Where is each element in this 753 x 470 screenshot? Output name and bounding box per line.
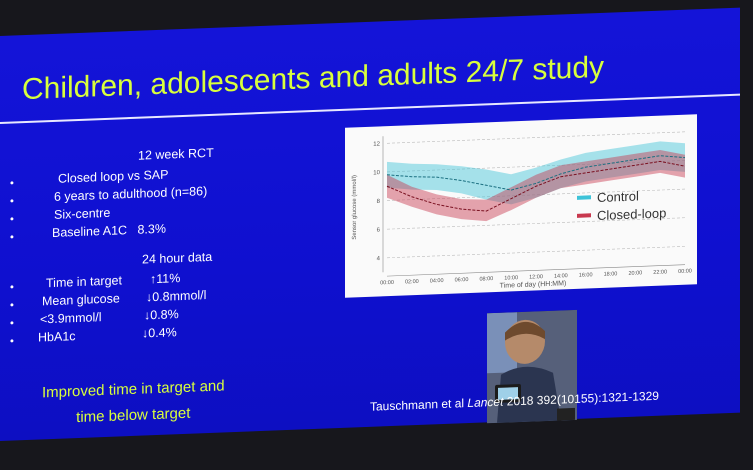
citation-authors: Tauschmann et al xyxy=(370,396,465,414)
row-value: ↓0.8% xyxy=(144,307,179,323)
series-line xyxy=(386,155,686,191)
bullet: • xyxy=(10,231,14,244)
legend-swatch xyxy=(577,195,591,200)
chart: Sensor glucose (mmol/l) Time of day (HH:… xyxy=(352,131,692,290)
bullet-text: Baseline A1C 8.3% xyxy=(52,221,166,241)
bullet-text: 6 years to adulthood (n=86) xyxy=(54,184,208,204)
bullet: • xyxy=(10,281,14,294)
x-tick-label: 04:00 xyxy=(430,278,444,285)
photo xyxy=(487,309,577,424)
section-heading: 24 hour data xyxy=(142,249,213,267)
band xyxy=(387,149,685,222)
bullet: • xyxy=(10,299,14,312)
grid-line xyxy=(387,131,685,144)
bullet: • xyxy=(10,213,14,226)
row-label: Mean glucose xyxy=(42,291,120,309)
bullet: • xyxy=(10,195,14,208)
x-axis-label: Time of day (HH:MM) xyxy=(500,280,567,290)
x-axis xyxy=(387,264,685,277)
y-tick-label: 6 xyxy=(377,227,381,233)
x-tick-label: 00:00 xyxy=(678,268,692,275)
x-tick-label: 02:00 xyxy=(405,279,419,286)
y-tick-label: 12 xyxy=(373,142,380,148)
bullet: • xyxy=(10,177,14,190)
series-line xyxy=(386,160,686,212)
y-tick-label: 10 xyxy=(373,170,380,176)
row-label: Time in target xyxy=(46,273,122,291)
legend-swatch xyxy=(577,213,591,218)
x-tick-label: 22:00 xyxy=(653,269,667,276)
x-tick-label: 00:00 xyxy=(380,280,394,287)
row-label: <3.9mmol/l xyxy=(40,310,102,327)
legend-label: Control xyxy=(597,188,639,205)
x-tick-label: 14:00 xyxy=(554,273,568,280)
legend-label: Closed-loop xyxy=(597,205,666,223)
slide: Children, adolescents and adults 24/7 st… xyxy=(0,7,740,441)
x-tick-label: 12:00 xyxy=(529,274,543,281)
row-value: ↓0.8mmol/l xyxy=(146,288,207,305)
bullet: • xyxy=(10,317,14,330)
x-tick-label: 10:00 xyxy=(504,275,518,282)
x-tick-label: 06:00 xyxy=(455,277,469,284)
slide-title: Children, adolescents and adults 24/7 st… xyxy=(22,50,605,107)
y-tick-label: 8 xyxy=(377,199,381,205)
conclusion: Improved time in target and time below t… xyxy=(42,373,225,432)
bullet-text: Closed loop vs SAP xyxy=(58,167,169,186)
bullet-text: Six-centre xyxy=(54,205,111,222)
grid-line xyxy=(387,246,685,259)
x-tick-label: 18:00 xyxy=(604,271,618,278)
bullet: • xyxy=(10,335,14,348)
x-tick-label: 08:00 xyxy=(479,276,493,283)
x-tick-label: 16:00 xyxy=(579,272,593,279)
y-axis-label: Sensor glucose (mmol/l) xyxy=(352,175,358,240)
section-heading: 12 week RCT xyxy=(138,145,214,163)
row-label: HbA1c xyxy=(38,329,76,345)
row-value: ↓0.4% xyxy=(142,325,177,341)
chart-panel: Sensor glucose (mmol/l) Time of day (HH:… xyxy=(345,114,697,298)
photo-drawing xyxy=(487,309,577,424)
band xyxy=(387,141,685,205)
x-tick-label: 20:00 xyxy=(628,270,642,277)
row-value: ↑11% xyxy=(150,271,181,287)
y-tick-label: 4 xyxy=(377,256,381,262)
citation-journal: Lancet xyxy=(467,394,504,411)
